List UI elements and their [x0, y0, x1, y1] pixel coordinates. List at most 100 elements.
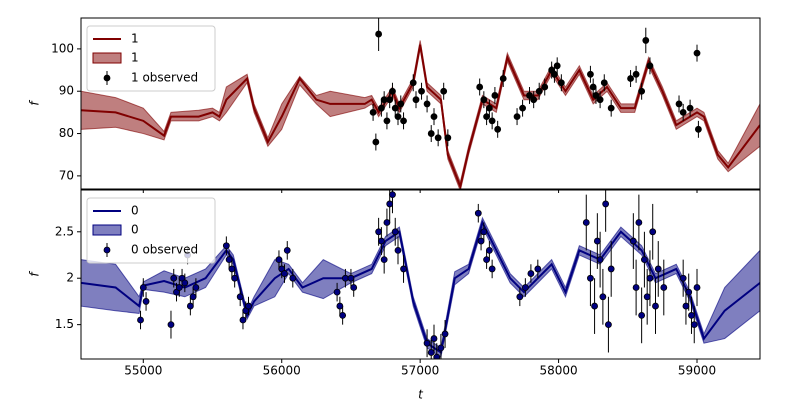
- observed-point: [596, 96, 604, 104]
- observed-point: [519, 104, 526, 112]
- observed-point: [423, 100, 431, 108]
- observed-point: [660, 284, 668, 291]
- observed-point: [418, 87, 425, 95]
- observed-point: [600, 79, 608, 87]
- observed-point: [342, 274, 349, 282]
- observed-point: [222, 242, 230, 250]
- y-tick-label: 90: [59, 84, 74, 98]
- observed-point: [427, 349, 435, 356]
- observed-point: [642, 37, 650, 44]
- observed-point: [551, 70, 558, 78]
- observed-point: [394, 246, 402, 254]
- observed-point: [526, 92, 533, 99]
- observed-point: [513, 113, 521, 121]
- observed-point: [499, 75, 507, 82]
- legend-patch: [92, 52, 122, 64]
- y-tick-label: 1.5: [55, 317, 74, 331]
- observed-point: [638, 311, 646, 319]
- legend-label: 0: [131, 223, 139, 237]
- axes-frame: [80, 189, 761, 360]
- observed-point: [231, 274, 239, 282]
- observed-point: [646, 274, 654, 282]
- observed-point: [488, 265, 496, 273]
- observed-point: [192, 284, 200, 291]
- observed-point: [483, 256, 491, 264]
- observed-point: [686, 104, 694, 112]
- x-tick-label: 56000: [263, 364, 301, 378]
- x-tick-label: 59000: [678, 364, 716, 378]
- observed-point: [635, 219, 643, 226]
- observed-point: [391, 228, 399, 236]
- legend-box: [86, 25, 216, 92]
- observed-point: [638, 87, 646, 95]
- observed-point: [239, 316, 247, 324]
- legend-marker: [103, 74, 111, 82]
- observed-point: [485, 104, 493, 112]
- observed-point: [283, 246, 291, 254]
- observed-point: [535, 87, 543, 95]
- observed-point: [643, 293, 651, 301]
- observed-point: [632, 70, 640, 78]
- y-tick-label: 70: [59, 168, 74, 182]
- observed-point: [333, 288, 341, 296]
- observed-point: [599, 293, 607, 301]
- y-tick-label: 2: [66, 271, 74, 285]
- mean-line: [81, 44, 760, 189]
- observed-point: [142, 298, 150, 305]
- observed-point: [437, 344, 445, 352]
- legend-marker: [103, 246, 111, 254]
- axes-frame: [80, 17, 761, 190]
- observed-point: [605, 321, 612, 329]
- y-tick-label: 80: [59, 126, 74, 140]
- y-axis-label: f: [28, 271, 42, 277]
- observed-point: [607, 265, 615, 273]
- observed-point: [394, 113, 402, 121]
- observed-point: [380, 96, 388, 104]
- observed-point: [652, 302, 659, 310]
- observed-point: [423, 339, 431, 347]
- observed-point: [372, 138, 380, 146]
- observed-point: [679, 274, 687, 282]
- observed-point: [137, 316, 144, 324]
- observed-point: [593, 237, 601, 245]
- observed-point: [557, 79, 565, 87]
- observed-point: [592, 92, 600, 99]
- observed-point: [488, 117, 496, 125]
- observed-point: [646, 62, 654, 70]
- plot-area: [81, 18, 760, 189]
- observed-point: [516, 293, 524, 301]
- observed-point: [383, 219, 391, 226]
- observed-point: [275, 256, 283, 264]
- observed-point: [228, 265, 236, 273]
- observed-point: [427, 130, 435, 137]
- observed-point: [682, 302, 690, 310]
- observed-point: [369, 108, 377, 116]
- y-tick-label: 2.5: [55, 224, 74, 238]
- observed-point: [591, 302, 598, 310]
- observed-point: [629, 237, 637, 245]
- observed-point: [380, 256, 388, 264]
- x-tick-label: 58000: [539, 364, 577, 378]
- observed-point: [521, 284, 529, 291]
- observed-point: [534, 265, 542, 273]
- observed-point: [480, 228, 488, 236]
- legend-label: 0: [131, 204, 139, 218]
- observed-point: [139, 284, 147, 291]
- x-tick-label: 57000: [401, 364, 439, 378]
- observed-point: [409, 79, 417, 87]
- observed-point: [679, 108, 687, 116]
- observed-point: [336, 302, 344, 310]
- observed-point: [491, 92, 499, 99]
- x-tick-label: 55000: [124, 364, 162, 378]
- observed-point: [477, 237, 485, 245]
- observed-point: [688, 311, 695, 319]
- observed-point: [440, 87, 448, 95]
- y-tick-label: 100: [51, 41, 74, 55]
- observed-point: [685, 288, 693, 296]
- observed-point: [170, 274, 178, 282]
- legend-label: 0 observed: [131, 243, 198, 257]
- observed-point: [281, 270, 288, 277]
- x-axis-label: t: [418, 388, 424, 400]
- observed-point: [641, 256, 648, 264]
- plot-area: [81, 190, 760, 359]
